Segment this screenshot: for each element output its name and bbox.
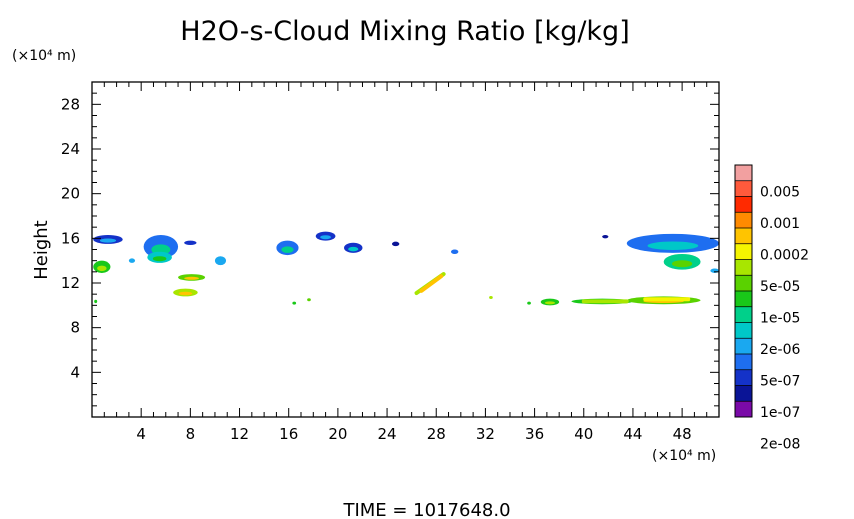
y-tick-label: 20 — [61, 185, 80, 203]
x-tick-label: 32 — [476, 425, 495, 443]
cloud-core — [178, 291, 193, 296]
colorbar-swatch — [735, 196, 752, 213]
x-tick-label: 28 — [427, 425, 446, 443]
cloud-core — [281, 246, 294, 253]
y-axis-label: Height — [31, 220, 52, 280]
cloud-region — [527, 301, 531, 305]
y-axis-unit: (×10⁴ m) — [12, 48, 76, 64]
colorbar-swatch — [735, 165, 752, 182]
colorbar-swatch — [735, 180, 752, 197]
x-tick-label: 44 — [623, 425, 642, 443]
y-tick-label: 12 — [61, 274, 80, 292]
y-tick-label: 16 — [61, 229, 80, 247]
cloud-core — [184, 276, 200, 280]
y-tick-label: 8 — [70, 319, 80, 337]
colorbar-swatch — [735, 401, 752, 418]
chart-title: H2O-s-Cloud Mixing Ratio [kg/kg] — [180, 16, 629, 47]
y-tick-label: 28 — [61, 95, 80, 113]
cloud-streak — [419, 274, 444, 293]
x-tick-label: 40 — [574, 425, 593, 443]
cloud-region — [128, 258, 136, 263]
colorbar-label: 0.005 — [760, 185, 800, 201]
cloud-region — [450, 249, 459, 254]
x-tick-label: 20 — [328, 425, 347, 443]
colorbar: 0.005 0.001 0.0002 5e-05 1e-05 2e-06 5e-07 1e-0… — [734, 164, 809, 453]
cloud-region — [94, 299, 98, 304]
cloud-field — [93, 231, 720, 306]
colorbar-label: 2e-08 — [760, 437, 800, 453]
cloud-core — [544, 301, 556, 305]
cloud-core — [97, 265, 107, 272]
cloud-region — [489, 296, 493, 300]
x-tick-label: 36 — [525, 425, 544, 443]
colorbar-swatch — [735, 243, 752, 260]
colorbar-swatch — [735, 291, 752, 308]
x-tick-label: 48 — [673, 425, 692, 443]
cloud-core — [99, 238, 117, 243]
colorbar-swatch — [735, 369, 752, 386]
x-axis: 4 8 12 16 20 24 28 32 36 40 44 48 — [103, 82, 708, 443]
colorbar-swatch — [735, 354, 752, 371]
colorbar-swatch — [735, 259, 752, 276]
cloud-region — [602, 234, 609, 239]
colorbar-label: 0.001 — [760, 216, 800, 232]
x-axis-unit: (×10⁴ m) — [652, 448, 716, 464]
colorbar-swatch — [735, 306, 752, 323]
y-axis: 4 8 12 16 20 24 28 — [61, 92, 719, 407]
y-tick-label: 24 — [61, 140, 80, 158]
colorbar-swatch — [735, 275, 752, 292]
x-tick-label: 16 — [279, 425, 298, 443]
y-tick-label: 4 — [70, 363, 80, 381]
cloud-core — [320, 235, 331, 240]
cloud-region — [391, 241, 400, 247]
cloud-region — [307, 298, 311, 302]
plot-frame — [91, 81, 720, 418]
x-tick-label: 24 — [378, 425, 397, 443]
cloud-region — [292, 301, 297, 305]
cloud-region — [214, 256, 227, 266]
colorbar-label: 1e-07 — [760, 405, 800, 421]
colorbar-swatch — [735, 338, 752, 355]
colorbar-swatch — [735, 212, 752, 229]
colorbar-swatch — [735, 322, 752, 339]
x-tick-label: 12 — [230, 425, 249, 443]
colorbar-label: 5e-07 — [760, 374, 800, 390]
cloud-core — [348, 246, 359, 252]
cloud-core — [647, 241, 699, 251]
colorbar-swatch — [735, 228, 752, 245]
colorbar-label: 1e-05 — [760, 311, 800, 327]
colorbar-label: 5e-05 — [760, 279, 800, 295]
cloud-core — [152, 256, 167, 262]
colorbar-label: 2e-06 — [760, 342, 800, 358]
x-tick-label: 4 — [136, 425, 146, 443]
colorbar-swatch — [735, 385, 752, 402]
cloud-core — [671, 260, 693, 268]
x-tick-label: 8 — [186, 425, 196, 443]
colorbar-label: 0.0002 — [760, 248, 809, 264]
cloud-region — [184, 240, 197, 246]
time-label: TIME = 1017648.0 — [342, 500, 510, 519]
